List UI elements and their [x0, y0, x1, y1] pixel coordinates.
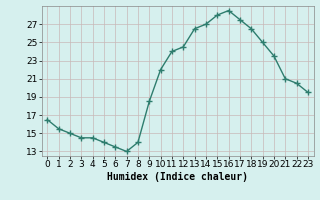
X-axis label: Humidex (Indice chaleur): Humidex (Indice chaleur) — [107, 172, 248, 182]
